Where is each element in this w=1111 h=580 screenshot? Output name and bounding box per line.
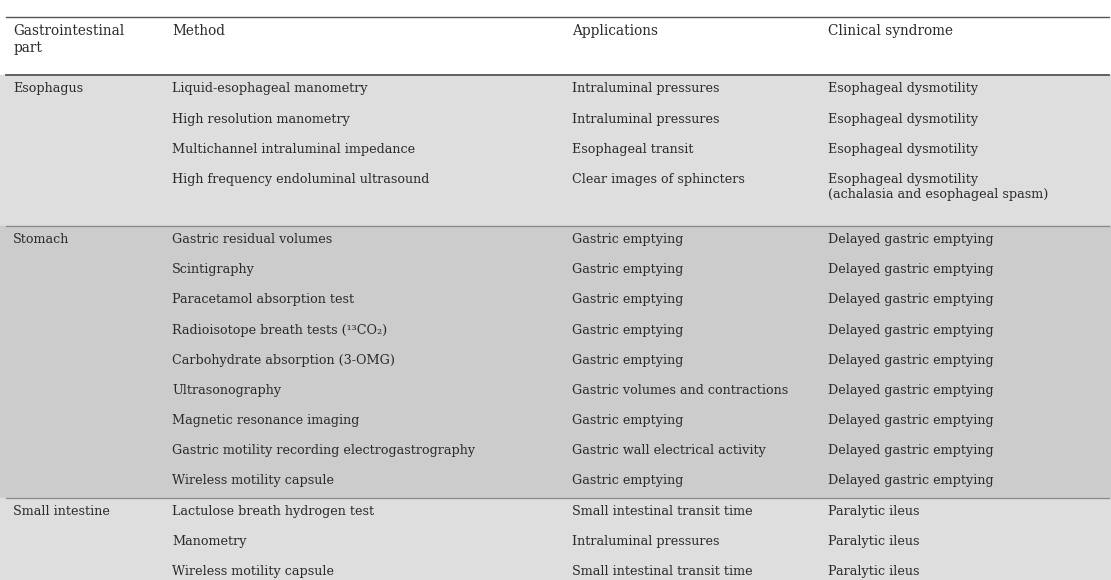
- Text: Gastric emptying: Gastric emptying: [572, 474, 683, 487]
- Text: Stomach: Stomach: [13, 233, 70, 246]
- Text: Esophageal dysmotility
(achalasia and esophageal spasm): Esophageal dysmotility (achalasia and es…: [828, 173, 1048, 201]
- Bar: [0, 226, 1111, 498]
- Bar: [0, 75, 1111, 226]
- Text: Esophageal dysmotility: Esophageal dysmotility: [828, 143, 978, 155]
- Text: Delayed gastric emptying: Delayed gastric emptying: [828, 354, 993, 367]
- Text: Paracetamol absorption test: Paracetamol absorption test: [172, 293, 354, 306]
- Text: Applications: Applications: [572, 24, 658, 38]
- Text: Lactulose breath hydrogen test: Lactulose breath hydrogen test: [172, 505, 374, 517]
- Text: Small intestinal transit time: Small intestinal transit time: [572, 505, 753, 517]
- Text: Multichannel intraluminal impedance: Multichannel intraluminal impedance: [172, 143, 416, 155]
- Text: Delayed gastric emptying: Delayed gastric emptying: [828, 263, 993, 276]
- Text: Delayed gastric emptying: Delayed gastric emptying: [828, 324, 993, 336]
- Text: Method: Method: [172, 24, 226, 38]
- Text: Esophageal dysmotility: Esophageal dysmotility: [828, 113, 978, 125]
- Bar: [0, 498, 1111, 580]
- Text: Gastric emptying: Gastric emptying: [572, 263, 683, 276]
- Text: Small intestine: Small intestine: [13, 505, 110, 517]
- Bar: [0, 17, 1111, 75]
- Text: Gastric residual volumes: Gastric residual volumes: [172, 233, 332, 246]
- Text: Delayed gastric emptying: Delayed gastric emptying: [828, 293, 993, 306]
- Text: Clear images of sphincters: Clear images of sphincters: [572, 173, 745, 186]
- Text: Esophageal dysmotility: Esophageal dysmotility: [828, 82, 978, 95]
- Text: Gastric volumes and contractions: Gastric volumes and contractions: [572, 384, 789, 397]
- Text: Wireless motility capsule: Wireless motility capsule: [172, 474, 334, 487]
- Text: Ultrasonography: Ultrasonography: [172, 384, 281, 397]
- Text: Small intestinal transit time: Small intestinal transit time: [572, 565, 753, 578]
- Text: Radioisotope breath tests (¹³CO₂): Radioisotope breath tests (¹³CO₂): [172, 324, 388, 336]
- Text: Gastric emptying: Gastric emptying: [572, 414, 683, 427]
- Text: Delayed gastric emptying: Delayed gastric emptying: [828, 444, 993, 457]
- Text: Manometry: Manometry: [172, 535, 247, 548]
- Text: Gastric wall electrical activity: Gastric wall electrical activity: [572, 444, 767, 457]
- Text: Carbohydrate absorption (3-OMG): Carbohydrate absorption (3-OMG): [172, 354, 396, 367]
- Text: Scintigraphy: Scintigraphy: [172, 263, 256, 276]
- Text: Gastric motility recording electrogastrography: Gastric motility recording electrogastro…: [172, 444, 476, 457]
- Text: High resolution manometry: High resolution manometry: [172, 113, 350, 125]
- Text: Clinical syndrome: Clinical syndrome: [828, 24, 953, 38]
- Text: Gastric emptying: Gastric emptying: [572, 324, 683, 336]
- Text: Intraluminal pressures: Intraluminal pressures: [572, 82, 720, 95]
- Text: High frequency endoluminal ultrasound: High frequency endoluminal ultrasound: [172, 173, 430, 186]
- Text: Liquid-esophageal manometry: Liquid-esophageal manometry: [172, 82, 368, 95]
- Text: Wireless motility capsule: Wireless motility capsule: [172, 565, 334, 578]
- Text: Delayed gastric emptying: Delayed gastric emptying: [828, 414, 993, 427]
- Text: Paralytic ileus: Paralytic ileus: [828, 565, 919, 578]
- Text: Delayed gastric emptying: Delayed gastric emptying: [828, 474, 993, 487]
- Text: Gastrointestinal
part: Gastrointestinal part: [13, 24, 124, 55]
- Text: Gastric emptying: Gastric emptying: [572, 354, 683, 367]
- Text: Gastric emptying: Gastric emptying: [572, 293, 683, 306]
- Text: Paralytic ileus: Paralytic ileus: [828, 505, 919, 517]
- Text: Delayed gastric emptying: Delayed gastric emptying: [828, 384, 993, 397]
- Text: Esophagus: Esophagus: [13, 82, 83, 95]
- Text: Delayed gastric emptying: Delayed gastric emptying: [828, 233, 993, 246]
- Text: Gastric emptying: Gastric emptying: [572, 233, 683, 246]
- Text: Intraluminal pressures: Intraluminal pressures: [572, 535, 720, 548]
- Text: Magnetic resonance imaging: Magnetic resonance imaging: [172, 414, 360, 427]
- Text: Esophageal transit: Esophageal transit: [572, 143, 693, 155]
- Text: Paralytic ileus: Paralytic ileus: [828, 535, 919, 548]
- Text: Intraluminal pressures: Intraluminal pressures: [572, 113, 720, 125]
